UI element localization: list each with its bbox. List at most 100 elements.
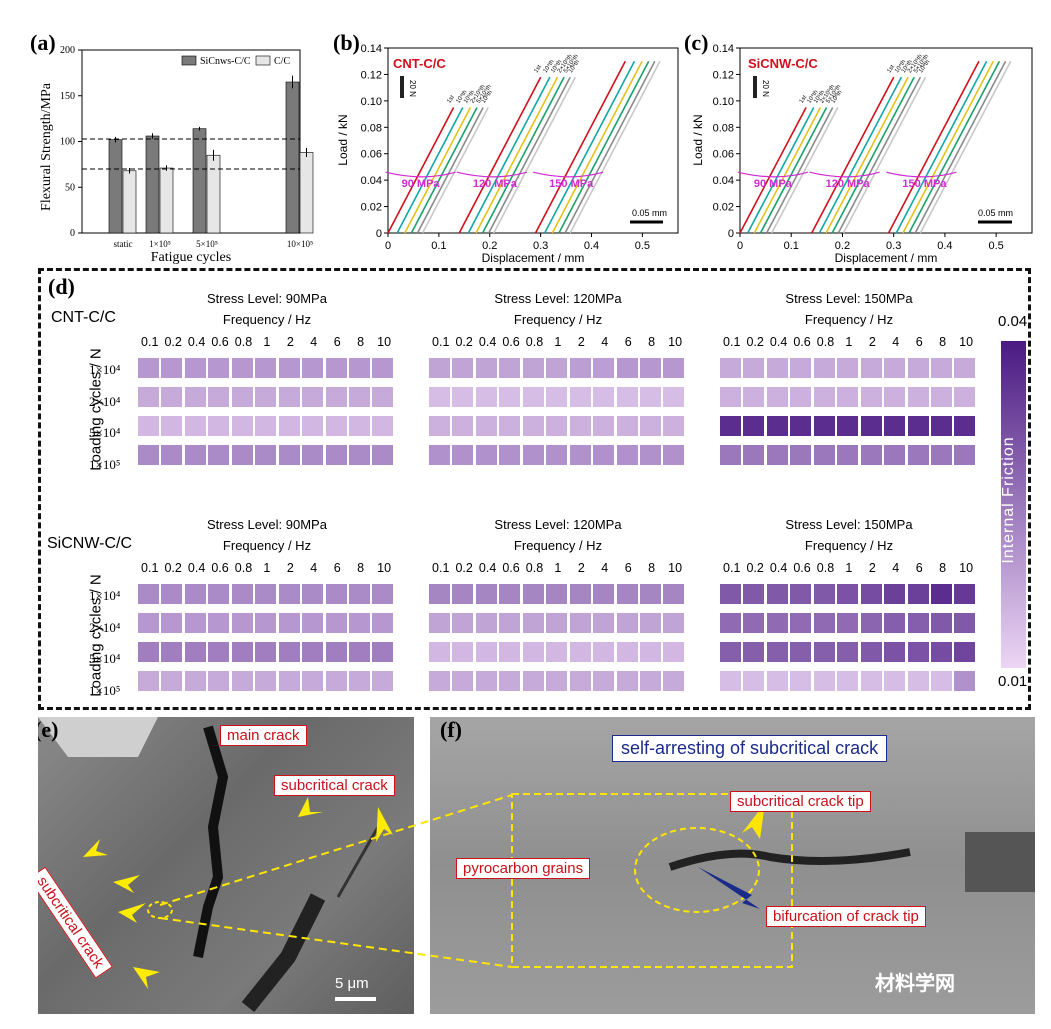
frequency-tick: 0.2	[164, 335, 182, 349]
material-label-sicnw: SiCNW-C/C	[47, 535, 133, 552]
a-category: 1×10⁵	[149, 239, 171, 249]
heatmap-cell	[663, 387, 685, 407]
label-main-crack: main crack	[220, 725, 307, 746]
heatmap-cell	[161, 584, 183, 604]
heatmap-cell	[860, 358, 882, 378]
heatmap-cell	[325, 445, 347, 465]
heatmap-cell	[231, 358, 253, 378]
heatmap-cell	[720, 416, 741, 436]
cycle-row-label: 1×10⁵	[89, 456, 121, 472]
a-ytick: 200	[60, 45, 75, 56]
b-ytick: 0.12	[361, 69, 382, 81]
c-xtick: 0.4	[937, 240, 952, 252]
b-cycle-label: 1st	[446, 94, 456, 104]
heatmap-cell	[475, 358, 497, 378]
frequency-tick: 2	[286, 561, 294, 575]
heatmap-cell	[429, 584, 450, 604]
c-curve	[914, 60, 1007, 234]
frequency-tick: 0.2	[746, 561, 764, 575]
frequency-tick: 0.4	[478, 335, 497, 349]
heatmap-cell	[616, 613, 638, 633]
heatmap-cell	[639, 584, 661, 604]
heatmap-cell	[790, 613, 812, 633]
heatmap-cell	[663, 671, 685, 691]
heatmap-cell	[813, 642, 835, 662]
heatmap-cell	[184, 416, 206, 436]
heatmap-cell	[907, 416, 929, 436]
heatmap-cell	[546, 642, 568, 662]
panel-e-label: (e)	[38, 717, 59, 742]
c-cycle-label: 1st	[799, 94, 809, 104]
b-xtick: 0.2	[482, 240, 497, 252]
heatmap-cell	[161, 642, 183, 662]
b-curve	[467, 76, 551, 234]
heatmap-cell	[208, 387, 230, 407]
frequency-tick: 0.1	[141, 335, 159, 349]
heatmap-cell	[593, 445, 615, 465]
frequency-tick: 8	[648, 335, 656, 349]
chart-b-title: CNT-C/C	[393, 56, 446, 71]
frequency-tick: 6	[624, 561, 632, 575]
heatmap-cell	[954, 613, 976, 633]
sem-image-e: (e) main crack subcritical crack subcrit…	[38, 717, 414, 1014]
heatmap-cell	[569, 445, 591, 465]
heatmap-cell	[766, 584, 788, 604]
heatmap-cell	[720, 671, 741, 691]
heatmap-cell	[138, 671, 159, 691]
c-ytick: 0.02	[713, 202, 734, 214]
heatmap-row	[720, 671, 978, 691]
heatmap-cell	[593, 613, 615, 633]
heatmap-cell	[884, 613, 906, 633]
heatmap-cell	[837, 358, 859, 378]
label-subcritical-crack-1: subcritical crack	[274, 775, 395, 796]
heatmap-row	[720, 584, 978, 604]
stress-level-title: Stress Level: 150MPa	[785, 517, 913, 532]
heatmap-cell	[593, 387, 615, 407]
heatmap-cell	[208, 445, 230, 465]
heatmap-cell	[429, 358, 450, 378]
heatmap-row	[429, 445, 687, 465]
heatmap-cell	[372, 416, 394, 436]
heatmap-cell	[569, 584, 591, 604]
heatmap-cell	[208, 613, 230, 633]
frequency-tick: 0.6	[502, 561, 520, 575]
heatmap-cell	[302, 445, 324, 465]
frequency-tick: 0.8	[525, 561, 544, 575]
b-curve	[404, 107, 472, 234]
heatmap-cell	[522, 416, 544, 436]
heatmap-cell	[639, 613, 661, 633]
heatmap-cell	[325, 671, 347, 691]
heatmap-cell	[813, 358, 835, 378]
bar-sicnws	[285, 81, 300, 234]
bar-cc	[206, 154, 221, 234]
a-ytick: 100	[60, 137, 75, 148]
heatmap-cell	[907, 387, 929, 407]
heatmap-cell	[907, 613, 929, 633]
b-curve	[458, 76, 542, 234]
heatmap-cell	[813, 613, 835, 633]
heatmap-cell	[348, 642, 370, 662]
heatmap-cell	[325, 584, 347, 604]
bar-sicnws	[192, 128, 207, 234]
heatmap-cell	[372, 642, 394, 662]
heatmap-cell	[813, 445, 835, 465]
c-curve	[908, 60, 1001, 234]
frequency-tick: 0.4	[187, 561, 206, 575]
heatmap-block: Stress Level: 120MPa Frequency / Hz 0.1 0.2…	[429, 517, 687, 691]
cycle-row-label: 2×10⁴	[89, 393, 121, 409]
heatmap-cell	[813, 671, 835, 691]
heatmap-cell	[208, 358, 230, 378]
heatmap-cell	[372, 358, 394, 378]
chart-b-xlabel: Displacement / mm	[482, 251, 585, 265]
heatmap-cell	[546, 671, 568, 691]
b-group-label: 150 MPa	[549, 178, 594, 190]
c-curve	[919, 60, 1012, 234]
cycle-row-label: 2×10⁴	[89, 619, 121, 635]
heatmap-cell	[860, 416, 882, 436]
heatmap-cell	[930, 671, 952, 691]
frequency-tick: 2	[577, 561, 585, 575]
heatmap-cell	[546, 584, 568, 604]
heatmap-cell	[499, 416, 521, 436]
frequency-title: Frequency / Hz	[222, 312, 312, 327]
heatmap-cell	[348, 671, 370, 691]
